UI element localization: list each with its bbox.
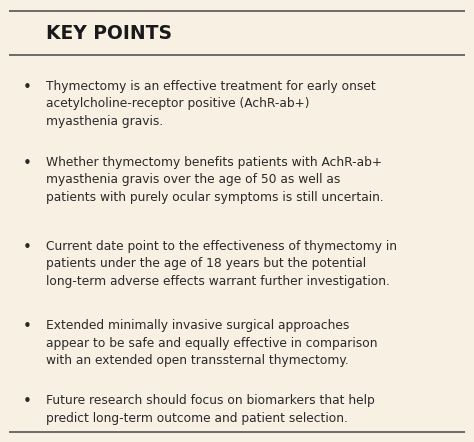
Text: Extended minimally invasive surgical approaches
appear to be safe and equally ef: Extended minimally invasive surgical app… bbox=[46, 319, 378, 367]
Text: •: • bbox=[23, 240, 32, 255]
Text: KEY POINTS: KEY POINTS bbox=[46, 24, 173, 43]
Text: Thymectomy is an effective treatment for early onset
acetylcholine-receptor posi: Thymectomy is an effective treatment for… bbox=[46, 80, 376, 128]
Text: •: • bbox=[23, 80, 32, 95]
Text: Whether thymectomy benefits patients with AchR-ab+
myasthenia gravis over the ag: Whether thymectomy benefits patients wit… bbox=[46, 156, 384, 204]
Text: Current date point to the effectiveness of thymectomy in
patients under the age : Current date point to the effectiveness … bbox=[46, 240, 398, 288]
Text: •: • bbox=[23, 319, 32, 334]
Text: •: • bbox=[23, 156, 32, 171]
Text: Future research should focus on biomarkers that help
predict long-term outcome a: Future research should focus on biomarke… bbox=[46, 394, 375, 425]
Text: •: • bbox=[23, 394, 32, 409]
